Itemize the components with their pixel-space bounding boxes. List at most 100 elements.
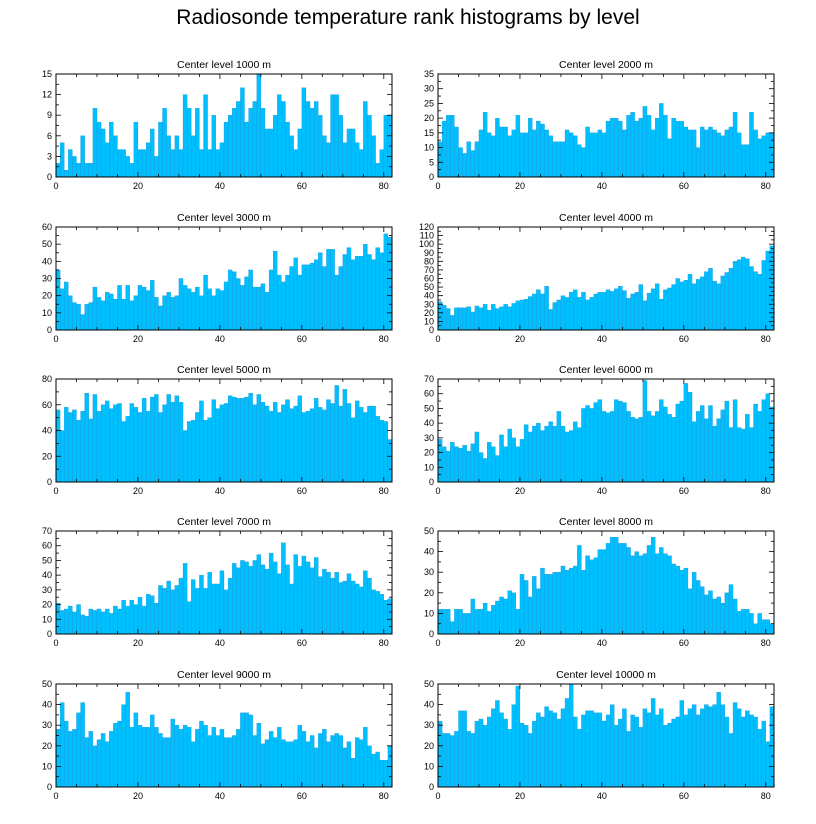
histogram-bar (211, 115, 216, 178)
x-tick-label: 60 (297, 638, 307, 648)
histogram-bar (133, 295, 139, 331)
x-tick-label: 0 (53, 791, 58, 801)
histogram-bar (564, 431, 570, 483)
histogram-bar (158, 121, 163, 178)
histogram-bar (227, 269, 233, 331)
histogram-bar (478, 129, 484, 178)
histogram-bar (129, 727, 135, 788)
y-tick-label: 0 (47, 782, 52, 792)
histogram-bar (667, 722, 672, 788)
histogram-bar (687, 588, 693, 635)
histogram-bar (659, 708, 664, 788)
histogram-bar (199, 400, 204, 483)
histogram-bar (470, 311, 476, 331)
histogram-bar (749, 714, 754, 788)
x-tick-label: 0 (53, 486, 58, 496)
histogram-bar (133, 712, 139, 788)
histogram-bar (92, 108, 98, 178)
histogram-bar (626, 547, 631, 635)
histogram-bar (68, 412, 73, 483)
histogram-bar (318, 115, 323, 178)
histogram-bar (121, 421, 126, 483)
histogram-bar (113, 135, 118, 178)
histogram-bar (248, 714, 253, 788)
histogram-bar (671, 284, 676, 331)
y-tick-label: 90 (424, 248, 434, 258)
histogram-bar (749, 266, 754, 331)
histogram-bar (174, 295, 180, 331)
histogram-bar (248, 566, 253, 635)
histogram-bar (646, 712, 652, 788)
histogram-bar (495, 600, 500, 635)
histogram-bar (745, 710, 750, 788)
histogram-bar (515, 685, 521, 788)
histogram-bar (769, 706, 775, 788)
histogram-bar (186, 288, 192, 331)
histogram-bar (499, 712, 504, 788)
histogram-bar (745, 258, 750, 331)
histogram-bar (564, 129, 570, 178)
histogram-bar (675, 403, 680, 483)
histogram-bar (650, 415, 656, 483)
y-tick-label: 10 (424, 761, 434, 771)
y-tick-label: 15 (424, 128, 434, 138)
histogram-bar (109, 121, 114, 178)
histogram-bar (757, 274, 762, 331)
histogram-bar (548, 710, 553, 788)
histogram-bar (724, 592, 730, 635)
histogram-bar (482, 458, 488, 483)
histogram-bar (757, 613, 762, 635)
histogram-bar (277, 94, 282, 178)
histogram-bar (736, 132, 742, 178)
histogram-bar (322, 569, 327, 635)
x-tick-label: 80 (379, 638, 389, 648)
histogram-bar (523, 725, 529, 788)
histogram-bar (622, 129, 627, 178)
histogram-bar (753, 403, 758, 483)
histogram-bar (109, 613, 114, 635)
histogram-bar (655, 553, 660, 635)
histogram-bar (568, 430, 574, 483)
histogram-bar (186, 108, 192, 178)
histogram-bar (215, 583, 221, 635)
histogram-bar (273, 561, 278, 635)
histogram-bar (240, 285, 245, 331)
histogram-bar (76, 420, 81, 483)
histogram-bar (691, 283, 697, 331)
histogram-bar (687, 129, 693, 178)
histogram-bar (724, 400, 730, 483)
histogram-bar (137, 149, 143, 178)
histogram-bar (536, 712, 541, 788)
histogram-bar (141, 727, 147, 788)
histogram-bar (593, 557, 598, 635)
histogram-bar (700, 405, 705, 483)
histogram-bar (741, 428, 746, 483)
histogram-bar (708, 590, 713, 635)
y-tick-label: 60 (42, 541, 52, 551)
histogram-bar (80, 411, 85, 483)
histogram-bar (614, 537, 619, 635)
histogram-bar (716, 418, 721, 483)
histogram-bar (72, 409, 77, 483)
y-tick-label: 0 (429, 325, 434, 335)
x-tick-label: 60 (679, 791, 689, 801)
histogram-bar (191, 741, 196, 788)
histogram-bar (236, 398, 241, 483)
histogram-bar (232, 735, 237, 788)
panel-title: Center level 10000 m (556, 669, 656, 681)
histogram-bar (700, 708, 705, 788)
histogram-bar (326, 572, 331, 635)
histogram-bar (487, 132, 492, 178)
histogram-bar (105, 292, 110, 331)
histogram-bar (92, 745, 98, 788)
histogram-bar (354, 400, 360, 483)
histogram-bar (342, 389, 348, 483)
histogram-bar (129, 600, 135, 635)
histogram-bar (268, 269, 274, 331)
histogram-bar (354, 737, 360, 788)
histogram-bar (80, 314, 85, 331)
histogram-bar (363, 570, 368, 635)
histogram-bar (675, 716, 680, 788)
histogram-bar (642, 553, 648, 635)
histogram-bar (761, 399, 766, 483)
